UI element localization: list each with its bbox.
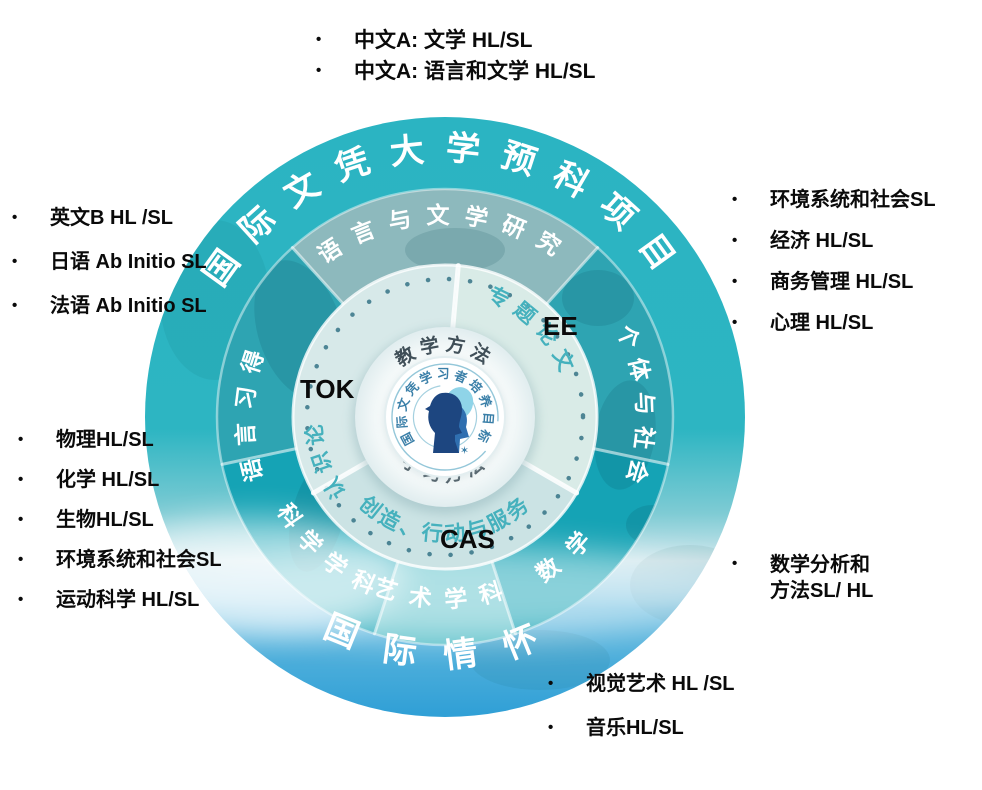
logo-swoosh-outer (391, 363, 499, 471)
subject-option: 经济 HL/SL (770, 230, 874, 252)
language-acquisition-subject-list: • 英文B HL /SL • 日语 Ab Initio SL • 法语 Ab I… (12, 206, 207, 338)
logo-star-icon: ✶ (460, 445, 469, 457)
list-item: • 经济 HL/SL (732, 229, 936, 253)
list-item: • 数学分析和 方法SL/ HL (732, 552, 873, 604)
bullet-icon: • (18, 431, 24, 448)
list-item: • 环境系统和社会SL (732, 188, 936, 212)
subject-option-line: 方法SL/ HL (770, 580, 874, 602)
subject-option: 音乐HL/SL (586, 717, 684, 739)
cas-label: CAS (440, 524, 495, 554)
subject-option: 心理 HL/SL (770, 312, 874, 334)
bullet-icon: • (732, 191, 738, 208)
subject-ring-dividers (220, 246, 670, 636)
list-item: • 心理 HL/SL (732, 311, 936, 335)
subject-option-line: 数学分析和 (770, 554, 870, 576)
segment-language-literature (292, 189, 598, 304)
list-item: • 中文A: 文学 HL/SL (316, 28, 596, 53)
tok-label: TOK (300, 374, 355, 404)
bullet-icon: • (548, 719, 554, 736)
core-ring-outline (291, 263, 599, 571)
learner-profile-logo: 国际文凭学习者培养目标 ✶ (384, 356, 506, 480)
bullet-icon: • (316, 62, 322, 80)
list-item: • 中文A: 语言和文学 HL/SL (316, 59, 596, 84)
subject-option: 中文A: 语言和文学 HL/SL (354, 60, 596, 84)
subject-option: 化学 HL/SL (56, 469, 160, 491)
subject-option: 环境系统和社会SL (770, 189, 936, 211)
bullet-icon: • (732, 555, 738, 572)
ee-label: EE (543, 311, 578, 341)
bullet-icon: • (732, 273, 738, 290)
list-item: • 法语 Ab Initio SL (12, 294, 207, 318)
bullet-icon: • (732, 314, 738, 331)
list-item: • 生物HL/SL (18, 508, 222, 532)
individuals-societies-subject-list: • 环境系统和社会SL • 经济 HL/SL • 商务管理 HL/SL • 心理… (732, 188, 936, 352)
bullet-icon: • (12, 297, 18, 314)
list-item: • 运动科学 HL/SL (18, 588, 222, 612)
bullet-icon: • (18, 471, 24, 488)
subject-option: 数学分析和 方法SL/ HL (770, 552, 873, 604)
list-item: • 日语 Ab Initio SL (12, 250, 207, 274)
face-silhouettes-icon (425, 387, 474, 453)
list-item: • 化学 HL/SL (18, 468, 222, 492)
list-item: • 商务管理 HL/SL (732, 270, 936, 294)
mathematics-subject-list: • 数学分析和 方法SL/ HL (732, 552, 873, 604)
bullet-icon: • (548, 675, 554, 692)
list-item: • 音乐HL/SL (548, 716, 735, 740)
bullet-icon: • (18, 511, 24, 528)
subject-option: 中文A: 文学 HL/SL (354, 29, 533, 52)
bullet-icon: • (732, 232, 738, 249)
segment-individuals-societies (546, 247, 673, 465)
subject-option: 生物HL/SL (56, 509, 154, 531)
list-item: • 环境系统和社会SL (18, 548, 222, 572)
bullet-icon: • (12, 253, 18, 270)
subject-option: 视觉艺术 HL /SL (586, 673, 735, 695)
subject-option: 英文B HL /SL (50, 207, 173, 229)
list-item: • 英文B HL /SL (12, 206, 207, 230)
subject-option: 法语 Ab Initio SL (50, 295, 207, 317)
list-item: • 物理HL/SL (18, 428, 222, 452)
subject-option: 商务管理 HL/SL (770, 271, 914, 293)
dotted-circle (304, 276, 586, 558)
subject-option: 环境系统和社会SL (56, 549, 222, 571)
segment-language-acquisition (217, 247, 344, 465)
bullet-icon: • (316, 31, 322, 48)
core-ring-dividers (310, 263, 580, 496)
sciences-subject-list: • 物理HL/SL • 化学 HL/SL • 生物HL/SL • 环境系统和社会… (18, 428, 222, 628)
bullet-icon: • (12, 209, 18, 226)
bullet-icon: • (18, 551, 24, 568)
bullet-icon: • (18, 591, 24, 608)
subject-option: 运动科学 HL/SL (56, 589, 200, 611)
list-item: • 视觉艺术 HL /SL (548, 672, 735, 696)
arts-subject-list: • 视觉艺术 HL /SL • 音乐HL/SL (548, 672, 735, 760)
subject-option: 日语 Ab Initio SL (50, 251, 207, 273)
mid-ring-outline (215, 187, 675, 647)
subject-option: 物理HL/SL (56, 429, 154, 451)
chinese-a-subject-list: • 中文A: 文学 HL/SL • 中文A: 语言和文学 HL/SL (316, 28, 596, 90)
